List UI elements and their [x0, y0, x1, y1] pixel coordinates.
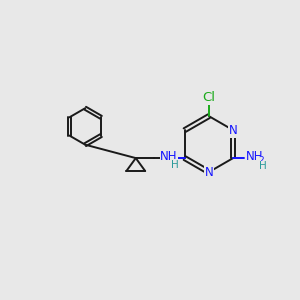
Text: H: H	[259, 161, 266, 171]
Text: H: H	[171, 160, 178, 170]
Text: 2: 2	[258, 156, 264, 165]
Text: Cl: Cl	[202, 92, 215, 104]
Text: NH: NH	[160, 150, 178, 163]
Text: NH: NH	[246, 150, 263, 163]
Text: N: N	[229, 124, 238, 136]
Text: N: N	[205, 166, 213, 178]
